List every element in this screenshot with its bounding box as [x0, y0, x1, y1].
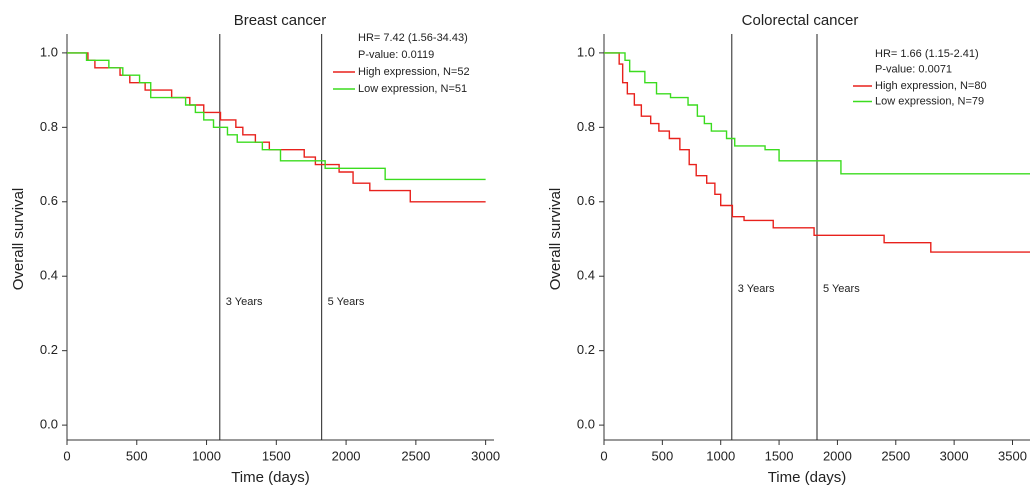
survival-curve	[604, 52, 1030, 175]
reference-label: 5 Years	[328, 296, 365, 308]
x-tick-label: 0	[63, 448, 70, 463]
x-tick-label: 500	[126, 448, 148, 463]
x-tick-label: 2000	[823, 448, 852, 463]
x-tick-label: 1500	[765, 448, 794, 463]
legend-label: High expression, N=52	[358, 66, 470, 78]
y-tick-label: 0.0	[577, 417, 595, 432]
x-axis-label: Time (days)	[231, 469, 310, 486]
y-tick-label: 1.0	[577, 44, 595, 59]
x-tick-label: 2500	[401, 448, 430, 463]
annotation: HR= 7.42 (1.56-34.43)	[358, 32, 468, 44]
x-tick-label: 3000	[940, 448, 969, 463]
survival-curve	[67, 52, 486, 181]
x-tick-label: 2000	[332, 448, 361, 463]
reference-label: 3 Years	[738, 283, 775, 295]
reference-label: 3 Years	[226, 296, 263, 308]
annotation: P-value: 0.0119	[358, 49, 434, 61]
x-tick-label: 1000	[706, 448, 735, 463]
x-tick-label: 2500	[881, 448, 910, 463]
chart-title: Colorectal cancer	[742, 12, 859, 29]
y-tick-label: 0.6	[577, 193, 595, 208]
y-tick-label: 0.4	[40, 268, 58, 283]
legend-label: Low expression, N=51	[358, 83, 467, 95]
x-tick-label: 1500	[262, 448, 291, 463]
x-tick-label: 3500	[998, 448, 1027, 463]
y-tick-label: 0.8	[577, 119, 595, 134]
x-tick-label: 3000	[471, 448, 500, 463]
reference-label: 5 Years	[823, 283, 860, 295]
y-tick-label: 0.2	[40, 342, 58, 357]
annotation: HR= 1.66 (1.15-2.41)	[875, 48, 979, 60]
annotation: P-value: 0.0071	[875, 63, 952, 75]
y-tick-label: 0.8	[40, 119, 58, 134]
y-tick-label: 0.4	[577, 268, 595, 283]
y-tick-label: 0.0	[40, 417, 58, 432]
y-tick-label: 0.6	[40, 193, 58, 208]
y-axis-label: Overall survival	[547, 188, 564, 291]
y-tick-label: 0.2	[577, 342, 595, 357]
legend-label: Low expression, N=79	[875, 95, 984, 107]
legend-label: High expression, N=80	[875, 80, 987, 92]
x-tick-label: 0	[600, 448, 607, 463]
x-tick-label: 1000	[192, 448, 221, 463]
chart-title: Breast cancer	[234, 12, 327, 29]
x-tick-label: 500	[652, 448, 674, 463]
survival-curve	[604, 52, 1030, 253]
y-tick-label: 1.0	[40, 44, 58, 59]
x-axis-label: Time (days)	[768, 469, 847, 486]
y-axis-label: Overall survival	[10, 188, 27, 291]
